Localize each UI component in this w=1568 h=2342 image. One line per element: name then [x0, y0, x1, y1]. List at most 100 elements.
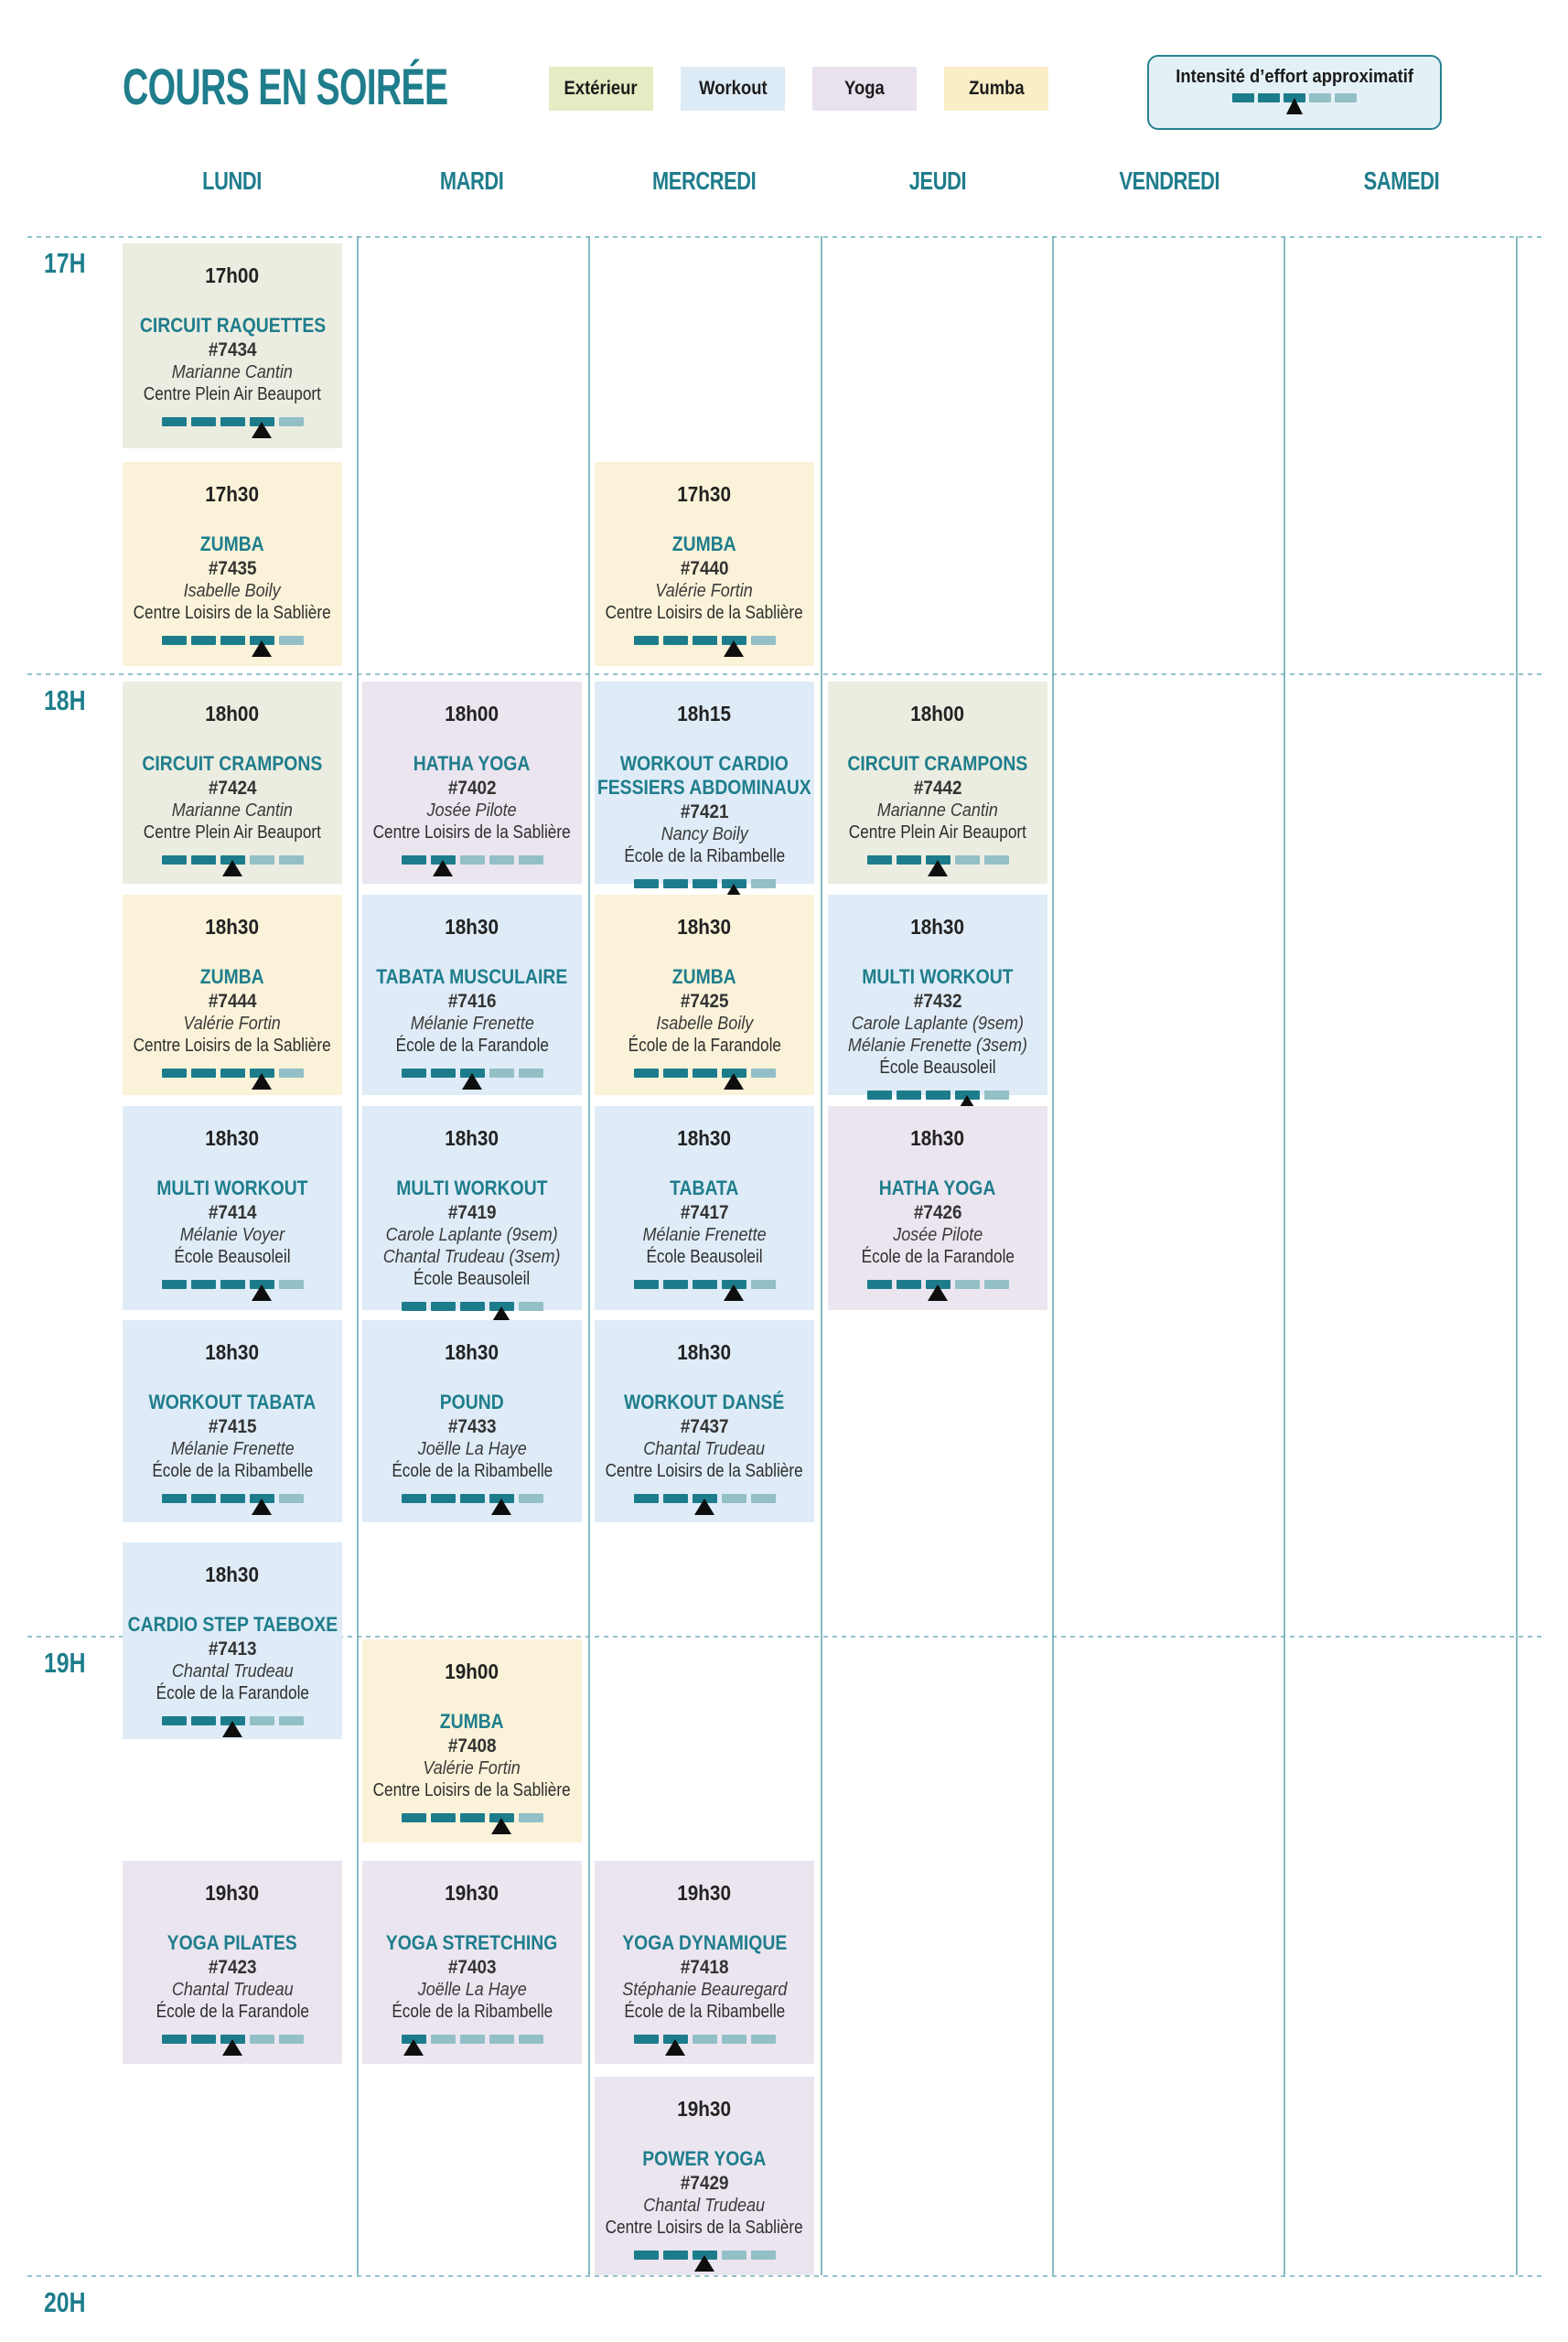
class-instructor: Marianne Cantin — [876, 800, 999, 821]
class-location: École Beausoleil — [879, 1057, 996, 1078]
class-code: #7444 — [208, 990, 257, 1012]
intensity-dash — [249, 2034, 274, 2044]
day-header-vendredi: VENDREDI — [1119, 167, 1219, 195]
intensity-dash — [662, 2250, 688, 2260]
class-name: CIRCUIT CRAMPONS — [847, 752, 1028, 775]
class-people-location: Carole Laplante (9sem) Mélanie Frenette (… — [838, 1013, 1037, 1080]
intensity-marker — [1286, 97, 1303, 114]
class-card-7435: 17h30 ZUMBA #7435 Isabelle Boily Centre Lois… — [123, 462, 342, 666]
hour-line-17h — [27, 236, 1546, 238]
class-code: #7442 — [913, 777, 962, 799]
class-time: 18h30 — [205, 1126, 260, 1150]
class-location: École Beausoleil — [174, 1246, 291, 1267]
class-location: École de la Farandole — [861, 1246, 1015, 1267]
intensity-dash — [692, 2034, 717, 2044]
intensity-dash — [518, 1068, 543, 1078]
class-name: WORKOUT DANSÉ — [624, 1391, 785, 1413]
class-people-location: Joëlle La Haye École de la Ribambelle — [379, 1438, 566, 1483]
class-people-location: Marianne Cantin Centre Plein Air Beauport — [129, 800, 336, 844]
intensity-dash — [401, 1301, 426, 1311]
intensity-dash — [750, 878, 776, 888]
class-location: Centre Loisirs de la Sablière — [605, 602, 804, 623]
class-location: Centre Loisirs de la Sablière — [133, 1035, 332, 1056]
intensity-dash — [161, 854, 187, 865]
class-instructor: Nancy Boily — [660, 823, 748, 844]
intensity-dash — [161, 1068, 187, 1078]
intensity-dash — [190, 416, 216, 426]
class-location: École de la Ribambelle — [152, 1460, 313, 1481]
intensity-bar — [161, 635, 304, 657]
class-people-location: Nancy Boily École de la Ribambelle — [611, 823, 799, 868]
intensity-dash — [278, 416, 304, 426]
class-time: 18h15 — [677, 702, 732, 725]
intensity-marker — [252, 421, 272, 438]
column-separator — [1516, 236, 1518, 2275]
intensity-dash — [1335, 92, 1357, 102]
class-people-location: Valérie Fortin Centre Loisirs de la Sabli… — [589, 580, 819, 625]
intensity-bar — [633, 2034, 776, 2056]
intensity-dash — [662, 878, 688, 888]
intensity-dash — [190, 1493, 216, 1503]
intensity-dash — [430, 1812, 456, 1822]
class-location: École de la Ribambelle — [624, 2001, 785, 2022]
class-card-7424: 18h00 CIRCUIT CRAMPONS #7424 Marianne Canti… — [123, 682, 342, 884]
intensity-legend: Intensité d’effort approximatif — [1147, 55, 1442, 130]
legend-chip-workout: Workout — [681, 67, 785, 111]
class-code: #7433 — [447, 1415, 497, 1437]
intensity-marker — [928, 1284, 948, 1301]
intensity-marker — [694, 1498, 714, 1515]
class-name: ZUMBA — [200, 965, 264, 988]
intensity-marker — [252, 639, 272, 657]
class-name: YOGA STRETCHING — [386, 1931, 558, 1954]
intensity-dash — [925, 1090, 950, 1100]
intensity-dash — [1232, 92, 1254, 102]
intensity-dash — [633, 1493, 659, 1503]
class-code: #7424 — [208, 777, 257, 799]
class-time: 19h30 — [205, 1881, 260, 1905]
class-location: École Beausoleil — [413, 1268, 531, 1289]
class-code: #7403 — [447, 1956, 497, 1978]
intensity-dash — [750, 1068, 776, 1078]
intensity-dash — [692, 1068, 717, 1078]
intensity-bar — [866, 854, 1009, 876]
class-instructor: Chantal Trudeau — [171, 1660, 294, 1681]
intensity-marker — [724, 1284, 744, 1301]
class-instructor: Joëlle La Haye — [417, 1979, 527, 2000]
class-location: Centre Loisirs de la Sablière — [605, 2217, 804, 2238]
intensity-dash — [750, 635, 776, 645]
class-instructor: Chantal Trudeau — [643, 1438, 766, 1459]
class-time: 18h30 — [205, 1563, 260, 1586]
intensity-marker — [222, 1720, 242, 1737]
class-location: École de la Farandole — [156, 2001, 309, 2022]
intensity-dash — [721, 2250, 746, 2260]
class-name: POUND — [440, 1391, 504, 1413]
intensity-dash — [633, 1279, 659, 1289]
intensity-dash — [401, 1068, 426, 1078]
intensity-dash — [459, 1493, 485, 1503]
class-code: #7426 — [913, 1201, 962, 1223]
hour-label-17h: 17H — [44, 247, 86, 279]
intensity-dash — [161, 2034, 187, 2044]
intensity-dash — [278, 2034, 304, 2044]
class-time: 18h30 — [205, 915, 260, 939]
intensity-dash — [278, 1279, 304, 1289]
class-instructor: Mélanie Frenette — [642, 1224, 767, 1245]
class-name: TABATA MUSCULAIRE — [376, 965, 568, 988]
class-name: ZUMBA — [672, 532, 736, 555]
intensity-bar — [633, 1279, 776, 1301]
intensity-bar — [161, 854, 304, 876]
class-code: #7421 — [680, 800, 729, 822]
class-time: 18h30 — [445, 1340, 499, 1364]
intensity-dash — [220, 1493, 245, 1503]
intensity-dash — [459, 854, 485, 865]
class-instructor: Josée Pilote — [426, 800, 518, 821]
column-separator — [821, 236, 822, 2275]
intensity-marker — [252, 1072, 272, 1090]
class-location: École de la Farandole — [395, 1035, 549, 1056]
class-card-7402: 18h00 HATHA YOGA #7402 Josée Pilote Centre L… — [362, 682, 582, 884]
class-time: 18h30 — [205, 1340, 260, 1364]
class-people-location: Mélanie Frenette École de la Farandole — [383, 1013, 562, 1058]
intensity-dash — [866, 1279, 892, 1289]
day-header-samedi: SAMEDI — [1363, 167, 1440, 195]
